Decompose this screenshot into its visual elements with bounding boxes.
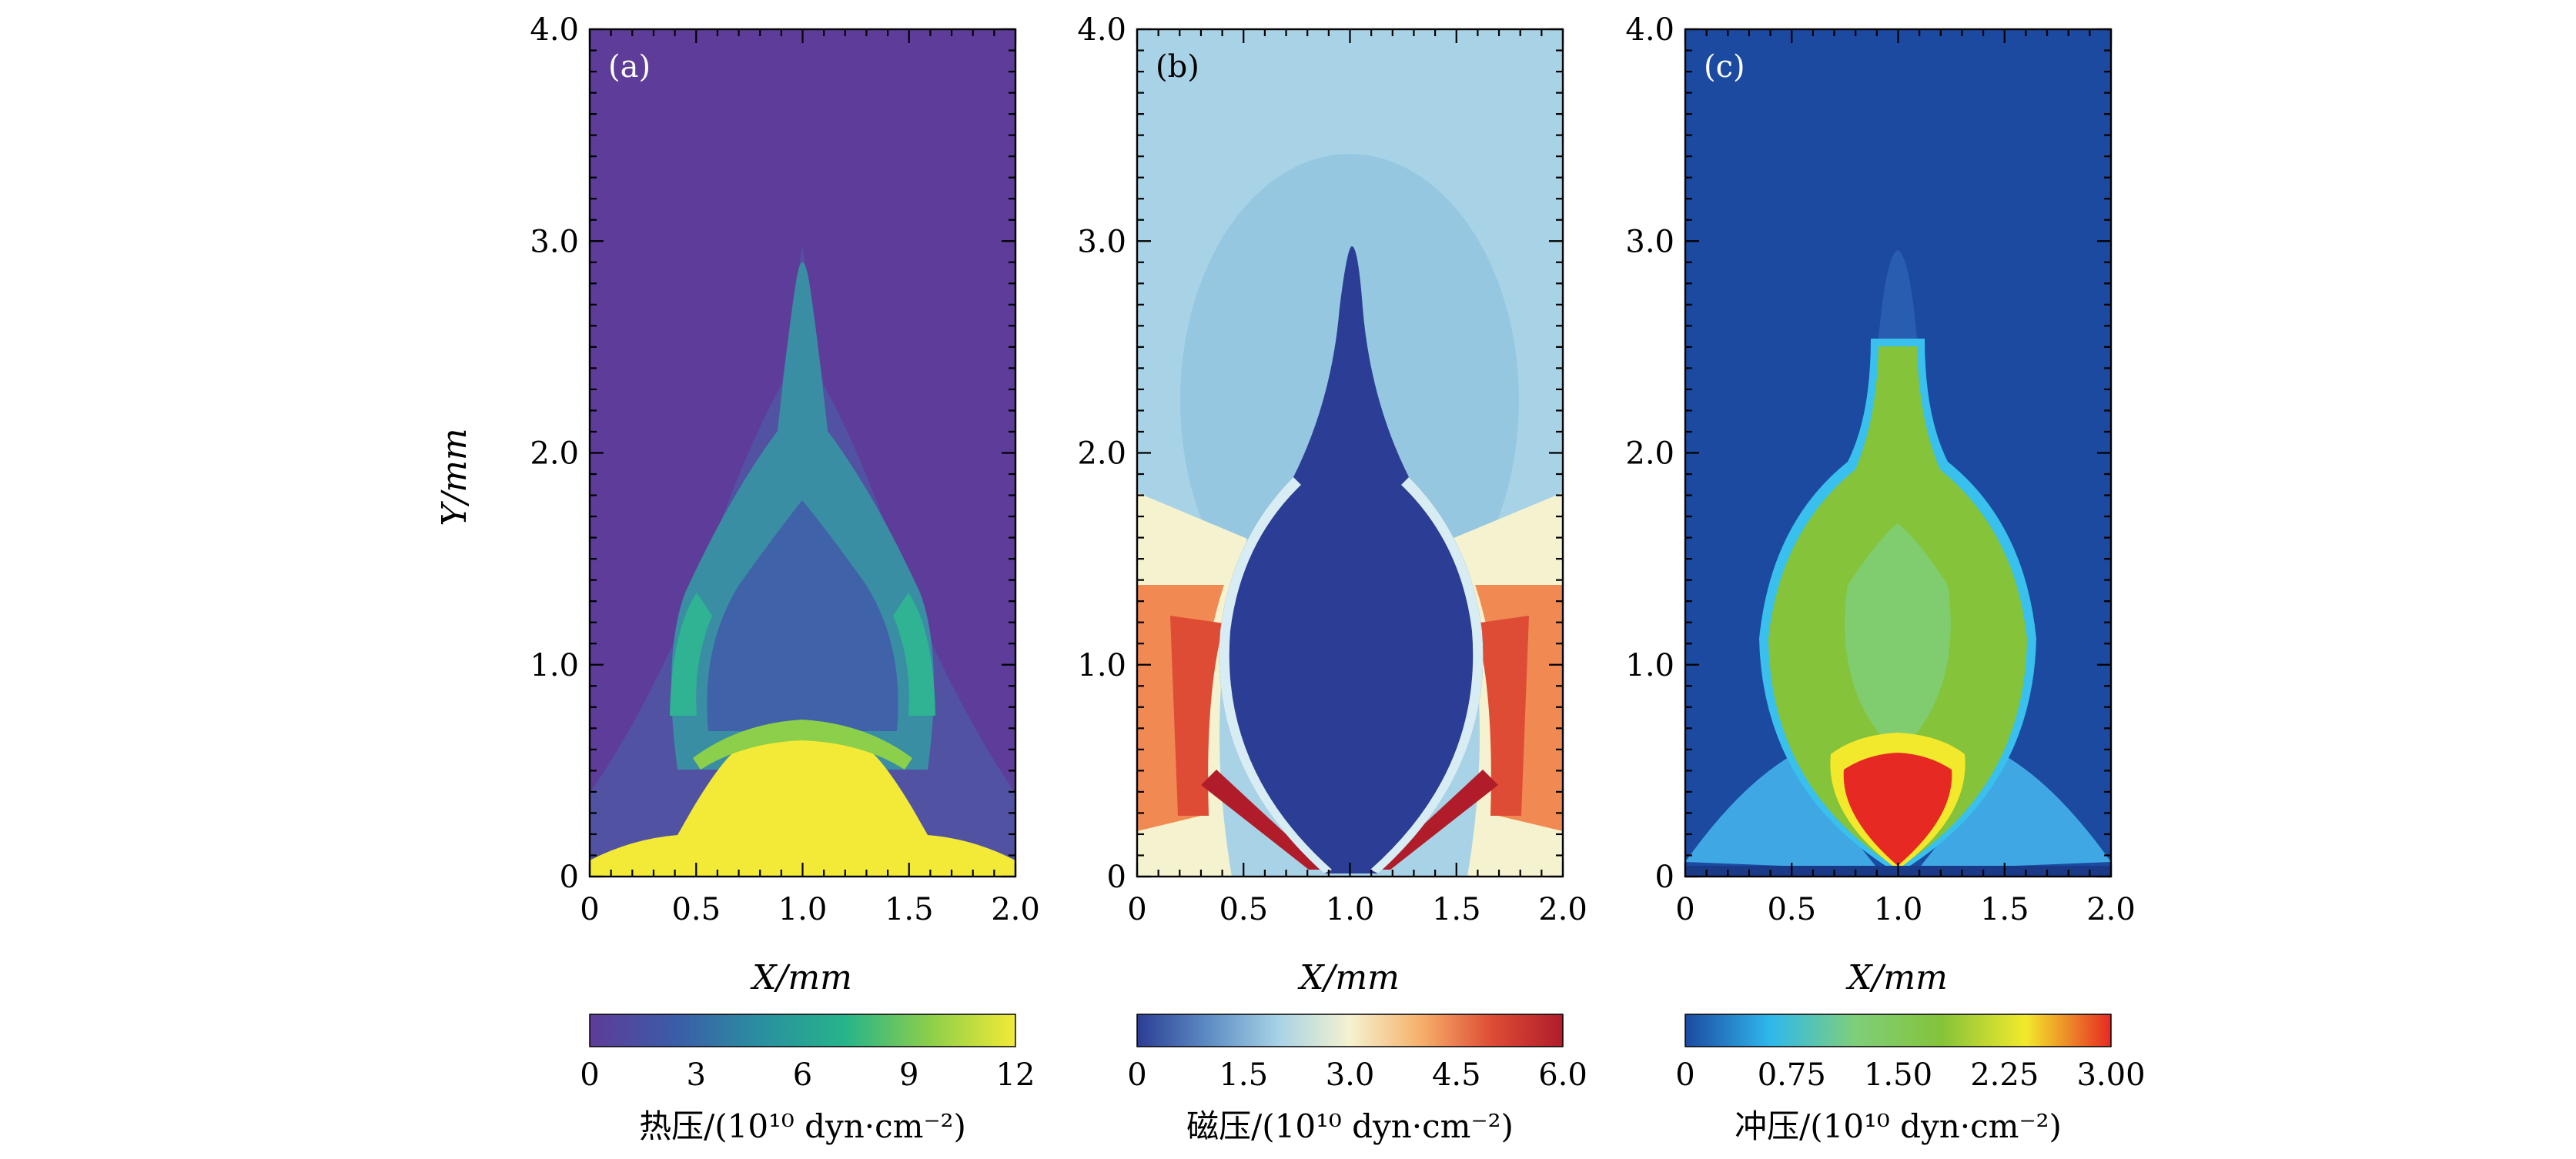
y-tick-label: 4.0 xyxy=(530,12,579,48)
x-tick-label: 1.0 xyxy=(1874,892,1923,927)
x-tick-label: 0.5 xyxy=(1219,892,1268,927)
y-tick-label: 4.0 xyxy=(1077,12,1126,48)
panel-c-label: (c) xyxy=(1704,49,1745,85)
panel-b-side-red xyxy=(1170,616,1529,816)
y-tick-label: 0 xyxy=(560,860,579,895)
y-tick-label: 1.0 xyxy=(1625,648,1674,683)
panel-a-colorbar: 0 3 6 9 12 热压/(10¹⁰ dyn·cm⁻²) xyxy=(580,1014,1035,1145)
panel-a-ticks: 0 0.5 1.0 1.5 2.0 0 1.0 2.0 3.0 4.0 xyxy=(530,12,1039,927)
colorbar-gradient xyxy=(1685,1014,2111,1047)
colorbar-tick-label: 0 xyxy=(1127,1057,1146,1093)
x-tick-label: 2.0 xyxy=(1538,892,1587,927)
panel-a-dense-region xyxy=(590,735,1015,877)
y-tick-label: 4.0 xyxy=(1625,12,1674,48)
colorbar-tick-label: 3.00 xyxy=(2076,1057,2145,1093)
y-tick-label: 1.0 xyxy=(1077,648,1126,683)
panel-b-cavity xyxy=(1219,246,1484,873)
panel-c-faint-tip xyxy=(1878,250,1917,339)
x-tick-label: 1.5 xyxy=(885,892,934,927)
x-tick-label: 0.5 xyxy=(1767,892,1816,927)
y-axis-label: Y/mm xyxy=(435,428,474,526)
colorbar-tick-label: 3 xyxy=(687,1057,706,1093)
y-tick-label: 2.0 xyxy=(1625,436,1674,472)
x-tick-label: 2.0 xyxy=(991,892,1040,927)
y-tick-label: 0 xyxy=(1107,860,1126,895)
x-tick-label: 1.0 xyxy=(778,892,828,927)
colorbar-label: 冲压/(10¹⁰ dyn·cm⁻²) xyxy=(1735,1107,2062,1145)
panel-b-side-warm xyxy=(1137,493,1563,877)
panel-b-jets xyxy=(1201,770,1498,870)
y-tick-label: 2.0 xyxy=(1077,436,1126,472)
x-tick-label: 0 xyxy=(580,892,599,927)
panel-c: (c) 0 0.5 1.0 1.5 2.0 0 1.0 2.0 3.0 4.0 X/mm 0 0.7… xyxy=(1625,12,2145,1145)
colorbar-tick-label: 0 xyxy=(1675,1057,1694,1093)
panel-b-xlabel: X/mm xyxy=(1297,958,1400,997)
panel-a-dense-edge xyxy=(693,720,912,770)
x-tick-label: 1.5 xyxy=(1980,892,2029,927)
colorbar-tick-label: 1.50 xyxy=(1864,1057,1932,1093)
x-tick-label: 0.5 xyxy=(671,892,721,927)
panel-b-colorbar: 0 1.5 3.0 4.5 6.0 磁压/(10¹⁰ dyn·cm⁻²) xyxy=(1127,1014,1587,1145)
colorbar-gradient xyxy=(1137,1014,1563,1047)
panel-a-label: (a) xyxy=(608,49,651,85)
x-tick-label: 0 xyxy=(1127,892,1146,927)
colorbar-tick-label: 6.0 xyxy=(1538,1057,1587,1093)
colorbar-label: 磁压/(10¹⁰ dyn·cm⁻²) xyxy=(1186,1107,1514,1145)
panel-c-low-wings xyxy=(1685,754,2111,870)
y-tick-label: 3.0 xyxy=(530,224,579,259)
colorbar-label: 热压/(10¹⁰ dyn·cm⁻²) xyxy=(639,1107,966,1145)
panel-c-colorbar: 0 0.75 1.50 2.25 3.00 冲压/(10¹⁰ dyn·cm⁻²) xyxy=(1675,1014,2146,1145)
panel-c-core xyxy=(1843,753,1952,866)
panel-a: (a) 0 0.5 1.0 1.5 2.0 0 1.0 2.0 3.0 4.0 X/mm 0 3 6 9… xyxy=(530,12,1039,1145)
colorbar-tick-label: 6 xyxy=(793,1057,812,1093)
panel-b-heatmap xyxy=(1137,29,1563,877)
colorbar-tick-label: 1.5 xyxy=(1219,1057,1268,1093)
panel-a-plume-rim xyxy=(670,593,935,716)
y-tick-label: 2.0 xyxy=(530,436,579,472)
panel-c-heatmap xyxy=(1685,29,2111,877)
panel-b-label: (b) xyxy=(1156,49,1199,85)
colorbar-tick-label: 12 xyxy=(996,1057,1035,1093)
x-tick-label: 0 xyxy=(1675,892,1694,927)
colorbar-frame xyxy=(589,1014,1016,1047)
panel-c-ticks: 0 0.5 1.0 1.5 2.0 0 1.0 2.0 3.0 4.0 xyxy=(1625,12,2135,927)
colorbar-frame xyxy=(1136,1014,1564,1047)
colorbar-tick-label: 4.5 xyxy=(1432,1057,1481,1093)
panel-b-ticks: 0 0.5 1.0 1.5 2.0 0 1.0 2.0 3.0 4.0 xyxy=(1077,12,1587,927)
panel-a-xlabel: X/mm xyxy=(750,958,852,997)
x-tick-label: 1.5 xyxy=(1432,892,1481,927)
colorbar-tick-label: 0.75 xyxy=(1758,1057,1826,1093)
panel-a-plume-inner xyxy=(707,500,898,731)
y-tick-label: 3.0 xyxy=(1077,224,1126,259)
x-tick-label: 2.0 xyxy=(2086,892,2136,927)
colorbar-frame xyxy=(1684,1014,2112,1047)
panel-c-xlabel: X/mm xyxy=(1845,958,1948,997)
colorbar-tick-label: 3.0 xyxy=(1326,1057,1375,1093)
colorbar-gradient xyxy=(590,1014,1015,1047)
colorbar-tick-label: 2.25 xyxy=(1970,1057,2039,1093)
panel-a-heatmap xyxy=(590,29,1015,877)
y-tick-label: 1.0 xyxy=(530,648,579,683)
y-axis-label-group: Y/mm xyxy=(435,428,474,526)
colorbar-tick-label: 0 xyxy=(580,1057,599,1093)
colorbar-tick-label: 9 xyxy=(899,1057,918,1093)
x-tick-label: 1.0 xyxy=(1326,892,1375,927)
panel-c-plume-inner xyxy=(1845,523,1951,754)
panel-b: (b) 0 0.5 1.0 1.5 2.0 0 1.0 2.0 3.0 4.0 X/mm 0 1.5… xyxy=(1077,12,1587,1145)
y-tick-label: 0 xyxy=(1655,860,1674,895)
y-tick-label: 3.0 xyxy=(1625,224,1674,259)
